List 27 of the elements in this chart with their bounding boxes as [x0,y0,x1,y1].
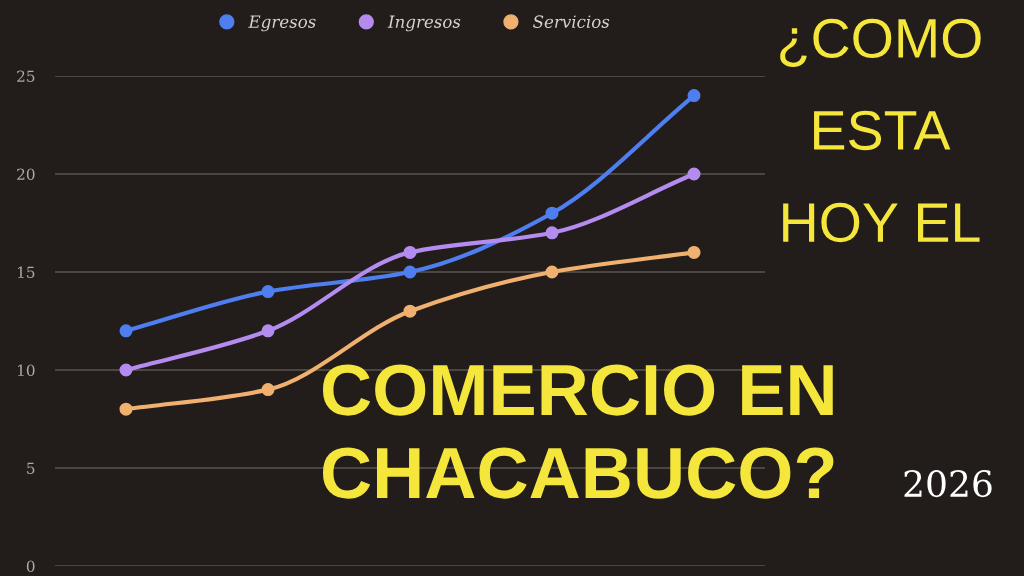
y-tick-label: 0 [26,560,35,573]
y-tick-label: 25 [17,70,35,83]
point [403,304,417,318]
legend-label: Ingresos [387,15,461,32]
point [545,265,559,279]
point [403,245,417,259]
point [403,265,417,279]
point [119,402,133,416]
point [261,324,275,338]
y-tick-label: 15 [17,266,35,279]
legend-label: Servicios [533,15,610,28]
point [687,167,701,181]
point [261,383,275,397]
point [687,245,701,259]
annotation: COMERCIO EN CHACABUCO? [322,364,834,499]
point [119,324,133,338]
text: 2026 [904,469,992,498]
legend-label: Egresos [248,15,316,32]
point [545,226,559,240]
y-tick-label: 10 [17,364,35,377]
point [261,285,275,299]
point [119,363,133,377]
point [687,89,701,103]
y-tick-label: 20 [17,168,35,181]
text: ¿COMO ESTA HOY EL [780,18,981,243]
y-tick-label: 5 [27,462,35,475]
point [545,206,559,220]
